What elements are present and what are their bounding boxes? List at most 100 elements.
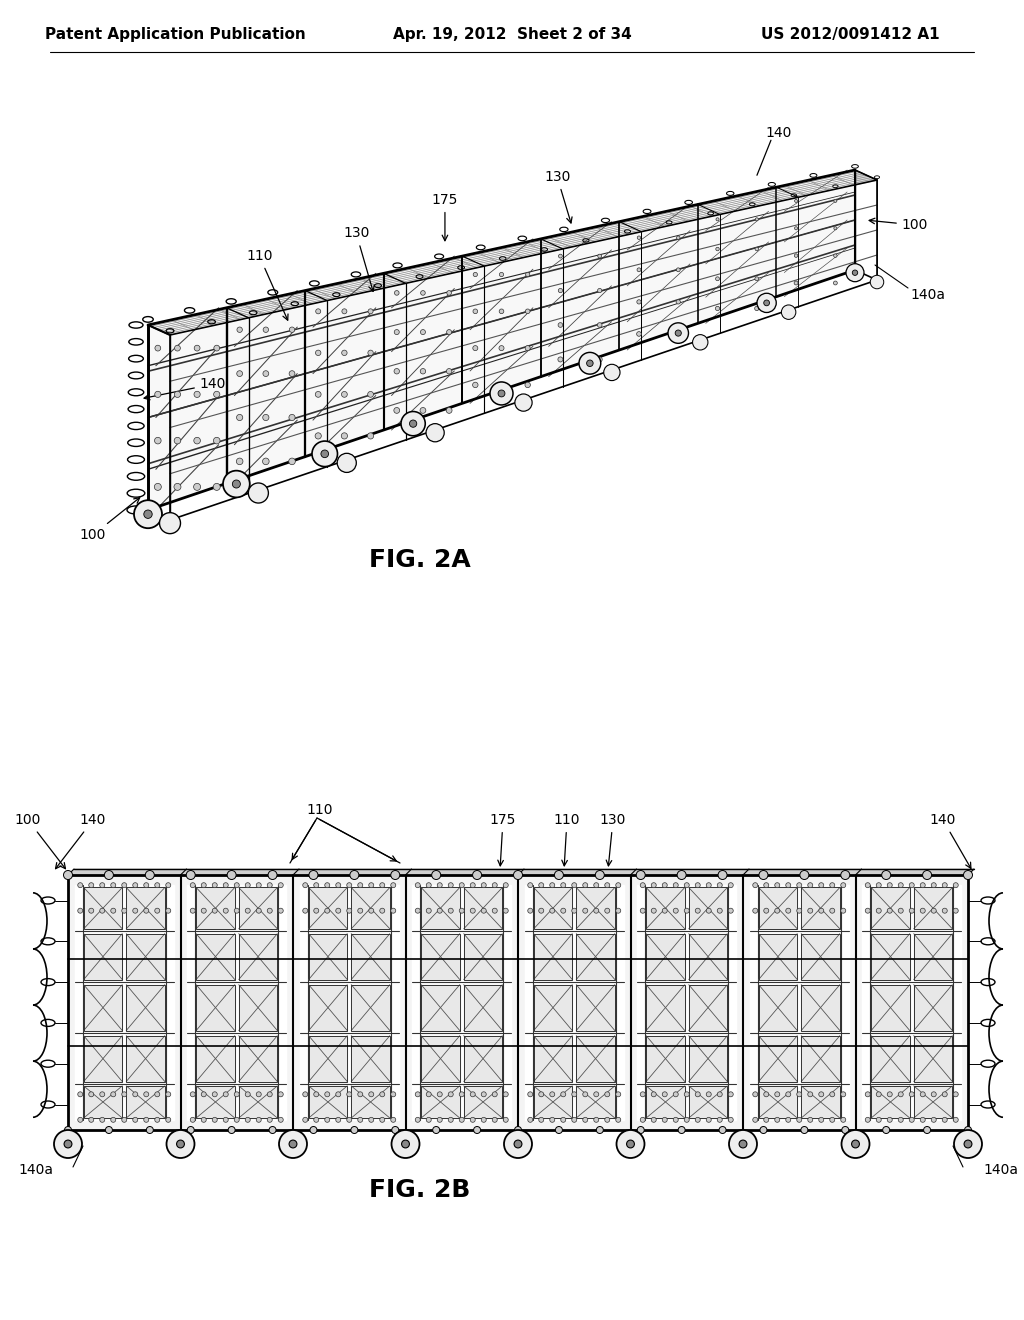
Circle shape: [764, 300, 769, 306]
Circle shape: [426, 883, 431, 888]
Circle shape: [237, 327, 243, 333]
Circle shape: [841, 883, 846, 888]
Polygon shape: [862, 886, 962, 1119]
Bar: [84, 985, 122, 1031]
Circle shape: [677, 236, 680, 239]
Polygon shape: [464, 985, 503, 1031]
Bar: [84, 1086, 122, 1118]
Circle shape: [312, 441, 338, 466]
Polygon shape: [646, 985, 685, 1031]
Polygon shape: [913, 887, 952, 929]
Circle shape: [416, 1117, 420, 1122]
Circle shape: [401, 412, 425, 436]
Polygon shape: [308, 887, 347, 929]
Circle shape: [615, 908, 621, 913]
Polygon shape: [801, 933, 840, 979]
Circle shape: [583, 1117, 588, 1122]
Circle shape: [303, 883, 308, 888]
Circle shape: [797, 1117, 802, 1122]
Circle shape: [931, 883, 936, 888]
Bar: [421, 985, 460, 1031]
Circle shape: [719, 1126, 726, 1134]
Circle shape: [481, 1117, 486, 1122]
Circle shape: [800, 870, 809, 879]
Circle shape: [558, 356, 563, 362]
Circle shape: [594, 1092, 599, 1097]
Circle shape: [695, 883, 700, 888]
Polygon shape: [464, 887, 503, 929]
Circle shape: [877, 908, 882, 913]
Circle shape: [616, 1130, 644, 1158]
Circle shape: [887, 1092, 892, 1097]
Text: 130: 130: [600, 813, 627, 866]
Circle shape: [513, 870, 522, 879]
Circle shape: [63, 870, 73, 879]
Circle shape: [122, 1117, 127, 1122]
Circle shape: [717, 883, 722, 888]
Circle shape: [527, 1092, 532, 1097]
Bar: [759, 933, 798, 979]
Circle shape: [676, 300, 680, 304]
Polygon shape: [351, 887, 390, 929]
Circle shape: [640, 883, 645, 888]
Circle shape: [527, 908, 532, 913]
Circle shape: [470, 1117, 475, 1122]
Polygon shape: [759, 887, 798, 929]
Circle shape: [223, 883, 228, 888]
Circle shape: [499, 383, 504, 388]
Circle shape: [89, 883, 94, 888]
Circle shape: [729, 1130, 757, 1158]
Circle shape: [391, 1092, 395, 1097]
Bar: [913, 985, 952, 1031]
Circle shape: [263, 414, 269, 421]
Circle shape: [473, 383, 478, 388]
Polygon shape: [84, 985, 122, 1031]
Bar: [871, 1086, 909, 1118]
Text: 110: 110: [307, 803, 333, 817]
Polygon shape: [197, 1036, 234, 1081]
Circle shape: [882, 870, 891, 879]
Circle shape: [695, 1092, 700, 1097]
Circle shape: [755, 306, 759, 310]
Circle shape: [432, 870, 440, 879]
Circle shape: [279, 1130, 307, 1158]
Bar: [351, 985, 390, 1031]
Bar: [646, 1086, 685, 1118]
Circle shape: [785, 1092, 791, 1097]
Circle shape: [105, 1126, 113, 1134]
Bar: [126, 1036, 165, 1081]
Circle shape: [759, 870, 768, 879]
Bar: [577, 1086, 614, 1118]
Polygon shape: [300, 886, 398, 1119]
Polygon shape: [126, 887, 165, 929]
Circle shape: [155, 1092, 160, 1097]
Circle shape: [490, 381, 513, 405]
Circle shape: [470, 1092, 475, 1097]
Bar: [801, 1036, 840, 1081]
Circle shape: [909, 883, 914, 888]
Circle shape: [503, 1117, 508, 1122]
Circle shape: [841, 908, 846, 913]
Circle shape: [775, 908, 779, 913]
Circle shape: [571, 908, 577, 913]
Bar: [534, 887, 572, 929]
Circle shape: [728, 1092, 733, 1097]
Bar: [871, 887, 909, 929]
Circle shape: [420, 368, 426, 374]
Circle shape: [673, 1117, 678, 1122]
Text: Patent Application Publication: Patent Application Publication: [45, 28, 305, 42]
Circle shape: [336, 1092, 341, 1097]
Bar: [464, 933, 503, 979]
Bar: [689, 1036, 727, 1081]
Bar: [759, 1086, 798, 1118]
Circle shape: [380, 908, 385, 913]
Text: 140: 140: [766, 127, 793, 140]
Circle shape: [78, 883, 83, 888]
Polygon shape: [421, 1036, 460, 1081]
Circle shape: [594, 1117, 599, 1122]
Polygon shape: [464, 933, 503, 979]
Polygon shape: [68, 869, 974, 875]
Circle shape: [539, 1092, 544, 1097]
Circle shape: [558, 322, 563, 327]
Circle shape: [446, 368, 452, 374]
